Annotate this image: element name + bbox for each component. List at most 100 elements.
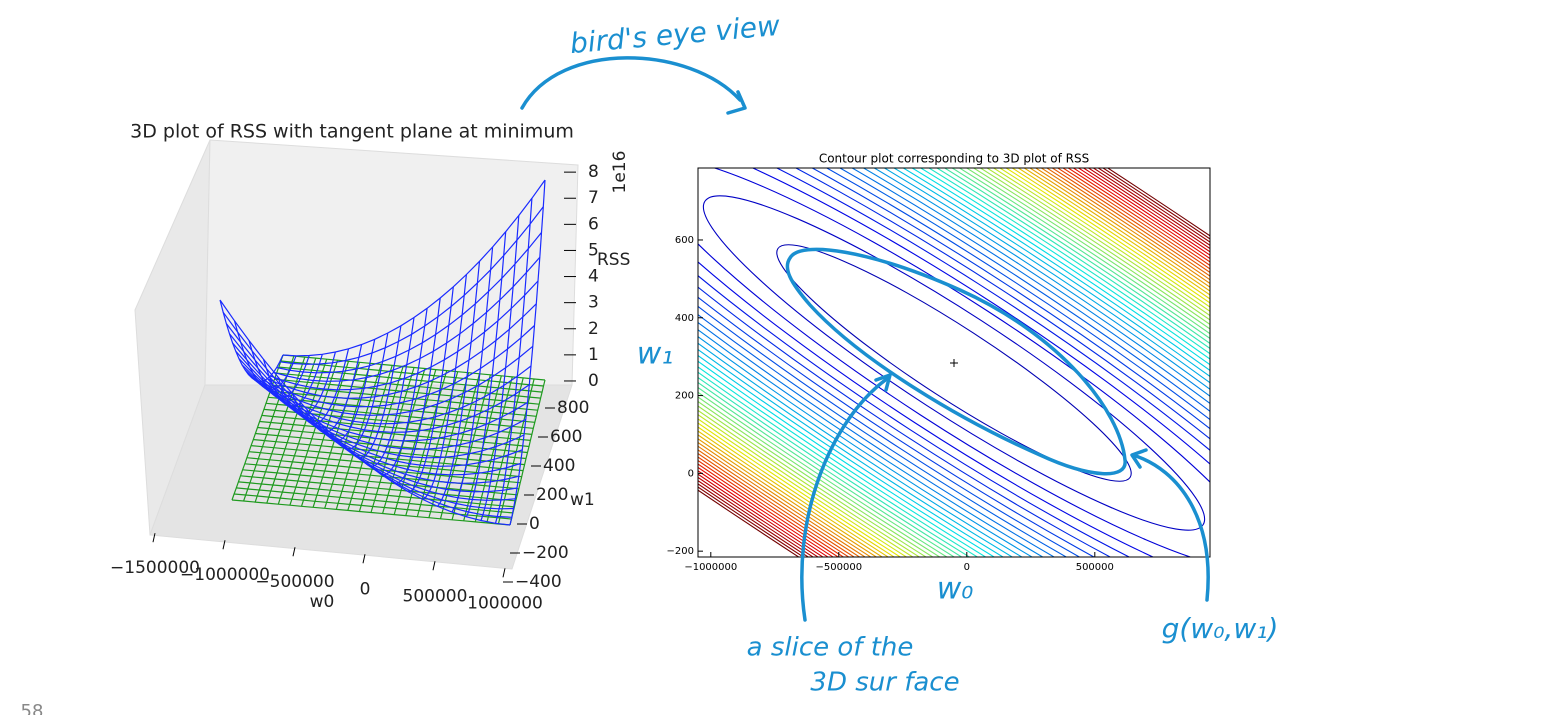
contour-line <box>702 195 1206 531</box>
tangent-plane <box>278 366 543 524</box>
page-number: 58 <box>21 701 44 715</box>
contour-line <box>698 168 1210 557</box>
contour-line <box>776 244 1132 482</box>
z-tick-label: 0 <box>588 371 599 391</box>
contour-line <box>698 168 1210 557</box>
y-tick-label: 200 <box>536 485 568 505</box>
x-tick-label: −500000 <box>255 572 334 592</box>
annotation: a slice of the <box>747 633 914 663</box>
z-tick-label: 6 <box>588 214 599 234</box>
contour-line <box>698 168 1210 557</box>
arrow <box>1131 453 1210 602</box>
z-scale-label: 1e16 <box>610 151 630 194</box>
arrow <box>800 376 890 622</box>
y-tick-label: −200 <box>522 543 569 563</box>
rss-surface <box>263 274 535 500</box>
rss-surface <box>267 261 537 507</box>
rss-surface <box>273 231 541 518</box>
y-tick-label: 400 <box>675 313 694 324</box>
y-tick-label: 0 <box>529 514 540 534</box>
z-tick-label: 3 <box>588 293 599 313</box>
chart-title: Contour plot corresponding to 3D plot of… <box>819 152 1089 166</box>
y-tick-label: −200 <box>667 546 694 557</box>
minimum-marker <box>950 359 958 367</box>
rss-surface <box>276 215 542 521</box>
contour-line <box>698 168 1210 557</box>
contour-line <box>698 168 1210 557</box>
contour-line <box>698 168 1210 557</box>
x-tick-label: 0 <box>360 579 371 599</box>
x-axis-label: w0 <box>310 592 335 612</box>
contour-line <box>698 168 1210 557</box>
rss-surface <box>270 246 539 513</box>
x-tick-label: 500000 <box>403 586 468 606</box>
contour-line <box>698 168 1210 557</box>
y-tick-label: 800 <box>557 398 589 418</box>
rss-surface <box>260 286 534 493</box>
annotation: bird's eye view <box>569 9 782 60</box>
y-axis-label: w1 <box>570 490 595 510</box>
hand-ellipse <box>785 247 1127 476</box>
x-tick-label: 500000 <box>1076 562 1114 573</box>
contour-line <box>698 168 1210 557</box>
z-tick-label: 8 <box>588 162 599 182</box>
arrow-head <box>726 90 747 115</box>
rss-surface <box>257 297 532 484</box>
annotation: w₀ <box>937 572 974 607</box>
z-tick-label: 5 <box>588 240 599 260</box>
x-tick <box>502 568 506 578</box>
contour-line <box>698 168 1210 557</box>
x-tick-label: 1000000 <box>467 593 543 613</box>
chart-title: 3D plot of RSS with tangent plane at min… <box>130 121 574 143</box>
rss-surface <box>282 179 546 526</box>
x-tick-label: 0 <box>964 562 970 573</box>
x-tick <box>152 533 156 543</box>
back-pane <box>204 139 579 386</box>
y-tick-label: 400 <box>543 456 575 476</box>
rss-surface <box>279 198 544 524</box>
z-axis-label: RSS <box>597 250 630 270</box>
x-tick-label: −1500000 <box>110 558 200 578</box>
z-tick-label: 7 <box>588 188 599 208</box>
z-tick-label: 4 <box>588 267 599 287</box>
x-tick <box>292 547 296 557</box>
contour-line <box>698 168 1210 557</box>
rss-surface <box>251 317 528 467</box>
arrow <box>520 56 742 110</box>
x-tick-label: −1000000 <box>684 562 737 573</box>
annotation: g(w₀,w₁) <box>1162 612 1279 645</box>
contour-line <box>698 168 1210 557</box>
annotation: 3D sur face <box>810 668 959 698</box>
y-tick-label: 600 <box>550 427 582 447</box>
contour-line <box>698 168 1210 557</box>
plot-frame <box>697 167 1211 558</box>
z-tick-label: 2 <box>588 319 599 339</box>
tangent-plane <box>282 354 546 526</box>
x-tick-label: −500000 <box>816 562 863 573</box>
surface-mesh <box>219 179 546 526</box>
contour-line <box>698 168 1210 557</box>
arrow-head <box>1130 448 1148 469</box>
x-tick-label: −1000000 <box>180 565 270 585</box>
x-tick <box>362 554 366 564</box>
contour-line <box>698 168 1210 557</box>
y-tick-label: 200 <box>675 391 694 402</box>
